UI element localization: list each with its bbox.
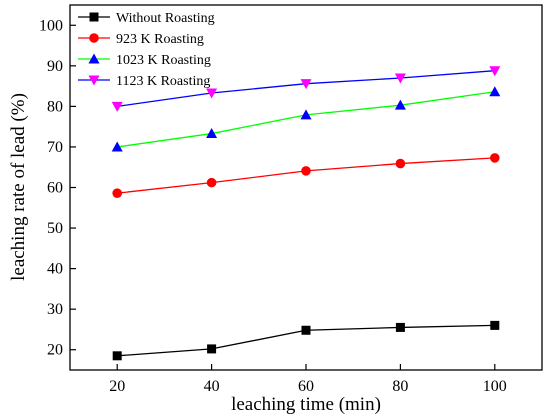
series-3: [111, 86, 501, 152]
legend-label: 1023 K Roasting: [116, 53, 211, 68]
x-tick-label: 100: [483, 378, 507, 395]
data-point: [490, 153, 500, 163]
y-tick-label: 40: [47, 261, 63, 278]
y-axis-title: leaching rate of lead (%): [8, 93, 29, 281]
data-point: [301, 166, 311, 176]
x-tick-label: 20: [109, 378, 125, 395]
data-point: [207, 344, 217, 354]
data-series: [111, 66, 501, 361]
y-tick-label: 60: [47, 180, 63, 197]
legend-item: 1023 K Roasting: [78, 53, 211, 68]
legend-item: 923 K Roasting: [78, 32, 204, 47]
data-point: [112, 188, 122, 198]
data-point: [489, 86, 501, 97]
data-point: [395, 158, 406, 169]
y-tick-label: 50: [47, 220, 63, 237]
series-1: [112, 320, 500, 361]
data-point: [301, 325, 311, 335]
data-point: [394, 73, 406, 84]
axis-ticks: 20 40 60 80 100 20 30 40 50 60 70 80 90 100: [39, 17, 507, 395]
legend-item: Without Roasting: [78, 11, 215, 26]
data-point: [300, 79, 312, 90]
data-point: [206, 177, 217, 188]
x-axis-title: leaching time (min): [231, 394, 381, 415]
legend-marker: [89, 33, 99, 43]
data-point: [112, 351, 122, 361]
legend-label: 923 K Roasting: [116, 32, 204, 47]
x-tick-label: 60: [298, 378, 314, 395]
legend-label: Without Roasting: [116, 11, 215, 26]
legend-item: 1123 K Roasting: [78, 74, 210, 89]
y-tick-label: 70: [47, 139, 63, 156]
legend-label: 1123 K Roasting: [116, 74, 210, 89]
series-4: [111, 66, 501, 112]
data-point: [111, 141, 123, 152]
data-point: [300, 109, 312, 120]
data-point: [394, 99, 406, 110]
data-point: [206, 128, 218, 139]
y-tick-label: 100: [39, 17, 63, 34]
legend-marker: [89, 12, 99, 22]
x-tick-label: 80: [392, 378, 408, 395]
y-tick-label: 80: [47, 98, 63, 115]
legend-marker: [88, 53, 100, 64]
x-tick-label: 40: [204, 378, 220, 395]
y-tick-label: 90: [47, 58, 63, 75]
series-2: [112, 153, 500, 198]
y-tick-label: 20: [47, 342, 63, 359]
legend: Without Roasting 923 K Roasting 1023 K Roa…: [78, 11, 215, 89]
data-point: [489, 66, 501, 77]
legend-marker: [88, 75, 100, 86]
data-point: [490, 320, 500, 330]
data-point: [206, 88, 218, 99]
data-point: [111, 101, 123, 112]
data-point: [395, 322, 405, 332]
y-tick-label: 30: [47, 301, 63, 318]
